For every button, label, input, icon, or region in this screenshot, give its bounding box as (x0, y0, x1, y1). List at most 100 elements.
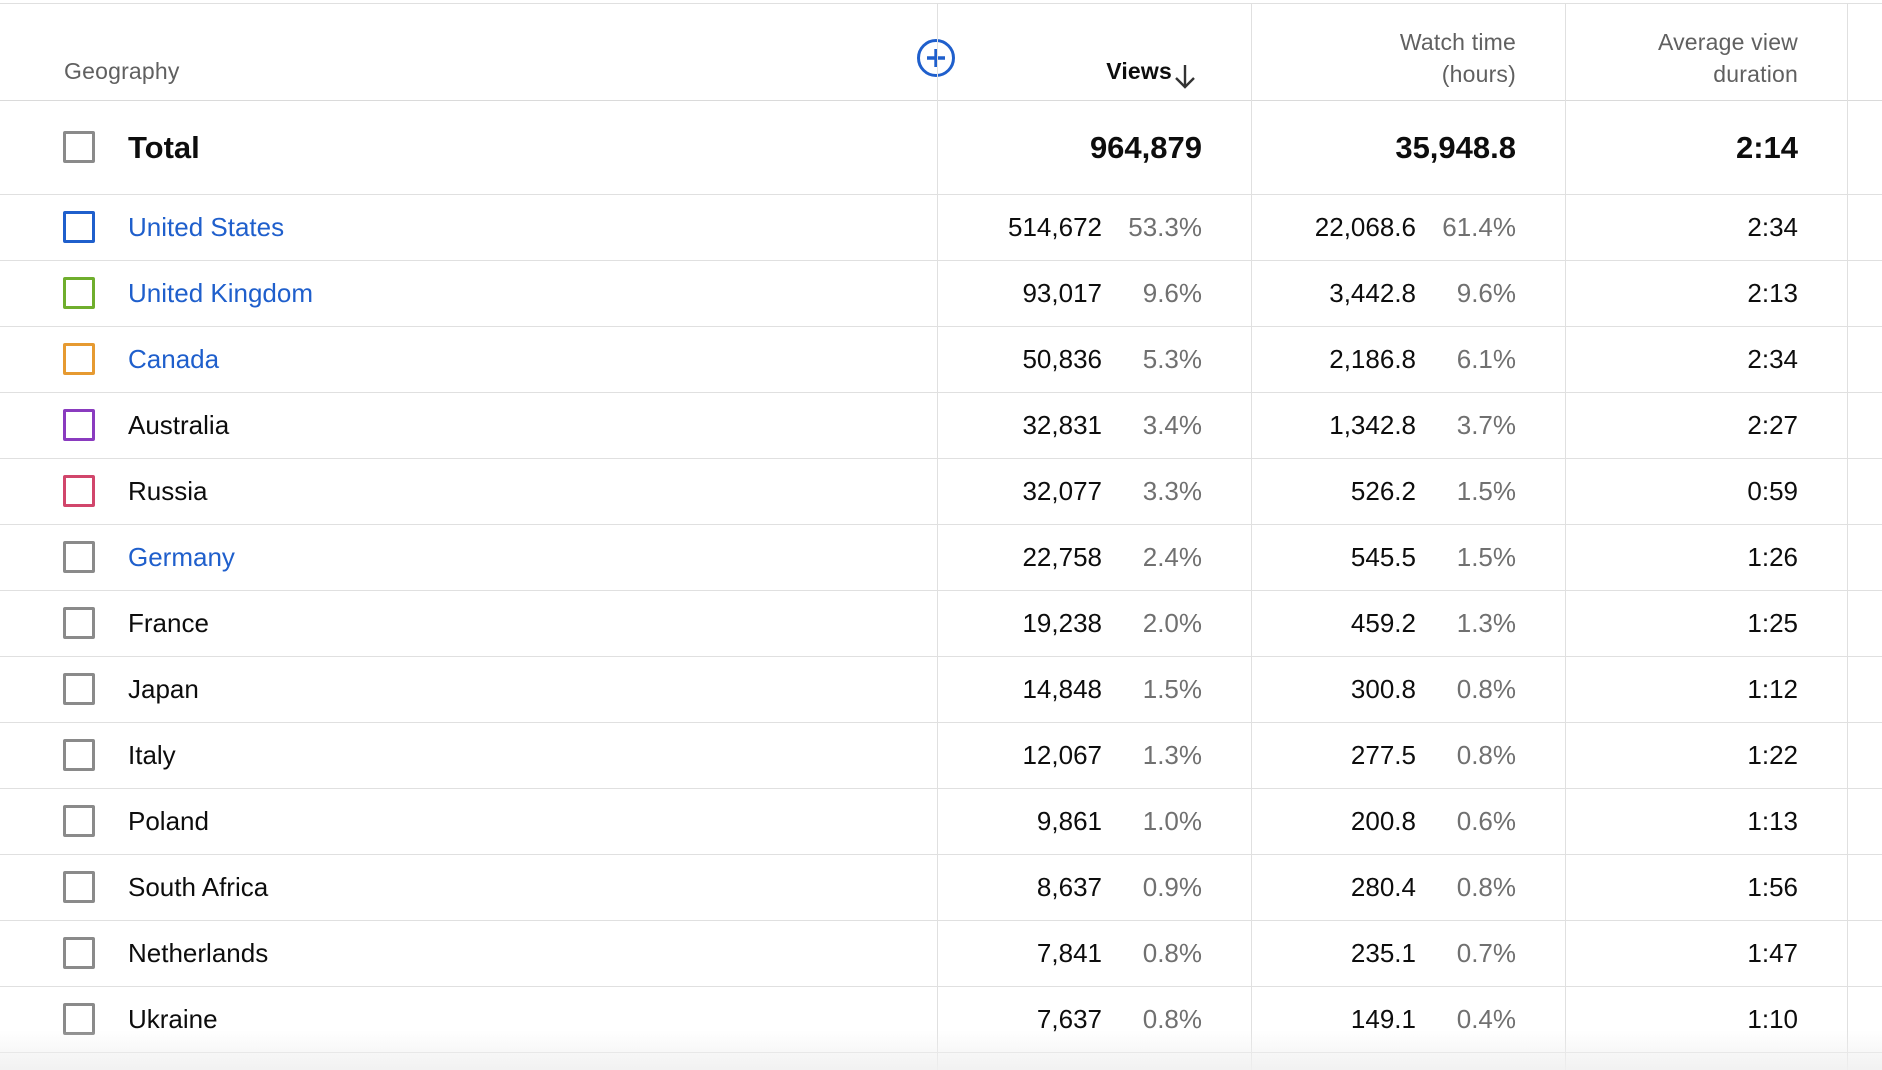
header-geography: Geography (64, 58, 180, 84)
views-value: 514,672 (1008, 212, 1102, 242)
avg-duration-value: 1:25 (1747, 608, 1798, 638)
avg-duration-value: 1:12 (1747, 674, 1798, 704)
watch-time-percent: 6.1% (1456, 344, 1516, 374)
column-divider (937, 4, 938, 1070)
watch-time-percent: 0.8% (1456, 872, 1516, 902)
views-percent: 3.3% (1142, 476, 1202, 506)
avg-duration-value: 1:26 (1747, 542, 1798, 572)
watch-time-value: 3,442.8 (1329, 278, 1416, 308)
watch-time-percent: 3.7% (1456, 410, 1516, 440)
watch-time-percent: 0.4% (1456, 1004, 1516, 1034)
top-border (0, 3, 1882, 4)
views-percent: 2.4% (1142, 542, 1202, 572)
watch-time-percent: 0.8% (1456, 674, 1516, 704)
plus-circle-icon[interactable] (916, 38, 956, 78)
views-value: 12,067 (1022, 740, 1102, 770)
total-watch-time: 35,948.8 (1395, 130, 1516, 165)
header-avg-duration[interactable]: Average view duration (1580, 26, 1798, 90)
total-row: Total 964,879 35,948.8 2:14 (0, 101, 1882, 195)
column-divider (1251, 4, 1252, 1070)
country-name: Japan (128, 674, 199, 704)
views-value: 19,238 (1022, 608, 1102, 638)
country-name: Australia (128, 410, 230, 440)
views-percent: 1.0% (1142, 806, 1202, 836)
views-percent: 9.6% (1142, 278, 1202, 308)
header-watch-time-line2: (hours) (1441, 61, 1516, 87)
watch-time-percent: 61.4% (1442, 212, 1516, 242)
watch-time-percent: 1.5% (1456, 476, 1516, 506)
watch-time-value: 300.8 (1350, 674, 1416, 704)
table-row: Netherlands 7,841 0.8% 235.1 0.7% 1:47 (0, 921, 1882, 987)
row-checkbox[interactable] (63, 607, 95, 639)
country-name[interactable]: United Kingdom (128, 278, 313, 308)
watch-time-value: 1,342.8 (1329, 410, 1416, 440)
table-row: Germany 22,758 2.4% 545.5 1.5% 1:26 (0, 525, 1882, 591)
country-name[interactable]: United States (128, 212, 285, 242)
arrow-down-icon[interactable] (1172, 62, 1198, 92)
country-name: Poland (128, 806, 209, 836)
table-row: Australia 32,831 3.4% 1,342.8 3.7% 2:27 (0, 393, 1882, 459)
row-checkbox[interactable] (63, 673, 95, 705)
total-label: Total (128, 130, 200, 165)
country-name: Netherlands (128, 938, 269, 968)
views-percent: 0.8% (1142, 938, 1202, 968)
views-percent: 0.9% (1142, 872, 1202, 902)
watch-time-value: 2,186.8 (1329, 344, 1416, 374)
total-avg-duration: 2:14 (1735, 130, 1798, 165)
row-checkbox[interactable] (63, 409, 95, 441)
row-checkbox[interactable] (63, 871, 95, 903)
row-checkbox[interactable] (63, 475, 95, 507)
country-name[interactable]: Canada (128, 344, 220, 374)
watch-time-value: 545.5 (1350, 542, 1416, 572)
country-name[interactable]: Germany (128, 542, 235, 572)
watch-time-value: 459.2 (1350, 608, 1416, 638)
table-row: Japan 14,848 1.5% 300.8 0.8% 1:12 (0, 657, 1882, 723)
watch-time-percent: 1.3% (1456, 608, 1516, 638)
header-watch-time[interactable]: Watch time (hours) (1300, 26, 1516, 90)
total-checkbox[interactable] (63, 131, 95, 163)
table-row: Canada 50,836 5.3% 2,186.8 6.1% 2:34 (0, 327, 1882, 393)
header-watch-time-line1: Watch time (1399, 29, 1516, 55)
avg-duration-value: 1:56 (1747, 872, 1798, 902)
views-value: 22,758 (1022, 542, 1102, 572)
header-avg-line1: Average view (1657, 29, 1798, 55)
avg-duration-value: 0:59 (1747, 476, 1798, 506)
row-checkbox[interactable] (63, 211, 95, 243)
table-row: South Africa 8,637 0.9% 280.4 0.8% 1:56 (0, 855, 1882, 921)
avg-duration-value: 1:47 (1747, 938, 1798, 968)
row-checkbox[interactable] (63, 343, 95, 375)
watch-time-value: 200.8 (1350, 806, 1416, 836)
row-checkbox[interactable] (63, 277, 95, 309)
total-views: 964,879 (1089, 130, 1202, 165)
row-checkbox[interactable] (63, 805, 95, 837)
watch-time-value: 280.4 (1350, 872, 1416, 902)
views-percent: 2.0% (1142, 608, 1202, 638)
watch-time-value: 277.5 (1350, 740, 1416, 770)
avg-duration-value: 1:10 (1747, 1004, 1798, 1034)
row-checkbox[interactable] (63, 739, 95, 771)
table-row: Italy 12,067 1.3% 277.5 0.8% 1:22 (0, 723, 1882, 789)
views-value: 9,861 (1036, 806, 1102, 836)
avg-duration-value: 2:34 (1747, 344, 1798, 374)
views-percent: 1.3% (1142, 740, 1202, 770)
table-row: France 19,238 2.0% 459.2 1.3% 1:25 (0, 591, 1882, 657)
views-percent: 1.5% (1142, 674, 1202, 704)
country-name: Italy (128, 740, 176, 770)
watch-time-value: 235.1 (1350, 938, 1416, 968)
table-row: Poland 9,861 1.0% 200.8 0.6% 1:13 (0, 789, 1882, 855)
avg-duration-value: 1:13 (1747, 806, 1798, 836)
header-views[interactable]: Views (1106, 58, 1172, 84)
table-row: United Kingdom 93,017 9.6% 3,442.8 9.6% 2:13 (0, 261, 1882, 327)
table-row: Russia 32,077 3.3% 526.2 1.5% 0:59 (0, 459, 1882, 525)
watch-time-percent: 9.6% (1456, 278, 1516, 308)
views-percent: 0.8% (1142, 1004, 1202, 1034)
row-checkbox[interactable] (63, 937, 95, 969)
watch-time-value: 149.1 (1350, 1004, 1416, 1034)
views-value: 7,637 (1036, 1004, 1102, 1034)
row-checkbox[interactable] (63, 541, 95, 573)
views-value: 8,637 (1036, 872, 1102, 902)
views-percent: 53.3% (1128, 212, 1202, 242)
table-header: Geography Views Watch time (hours) Avera… (0, 4, 1882, 101)
column-divider (1847, 4, 1848, 1070)
